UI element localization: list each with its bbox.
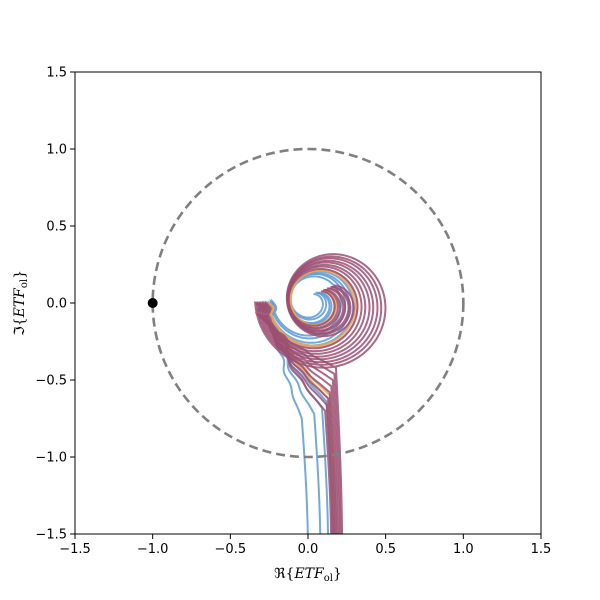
x-tick-label: 0.0 [298,542,319,557]
series-line [255,255,383,534]
series-line [258,259,375,534]
series-line [257,257,379,534]
unit-circle-layer [147,147,465,459]
plot-frame [74,71,542,535]
series-layer [254,253,387,534]
y-tick-label: 0.5 [46,220,67,235]
y-tick-label: 0.0 [46,297,67,312]
y-tick-label: −1.5 [35,528,67,543]
y-axis-label: ℑ{ETFol} [12,270,30,336]
x-tick-label: 1.0 [453,542,474,557]
x-tick-label: −0.5 [215,542,247,557]
series-line [254,253,387,534]
series-line [264,267,359,534]
critical-point-marker [147,298,158,308]
x-tick-label: −1.0 [137,542,169,557]
y-tick-label: −1.0 [35,451,67,466]
x-tick-label: 0.5 [375,542,396,557]
series-line [263,265,363,534]
unit-circle [151,147,465,459]
y-tick-label: 1.0 [46,143,67,158]
x-tick-label: −1.5 [59,542,91,557]
y-tick-label: 1.5 [46,66,67,81]
y-tick-label: −0.5 [35,374,67,389]
x-axis-label: ℜ{ETFol} [274,566,342,584]
tick-layer: −1.5 −1.0 −0.5 0.0 0.5 1.0 1.5 −1.5 −1.0 −0.5 0.0 0… [35,66,551,558]
x-tick-label: 1.5 [531,542,552,557]
